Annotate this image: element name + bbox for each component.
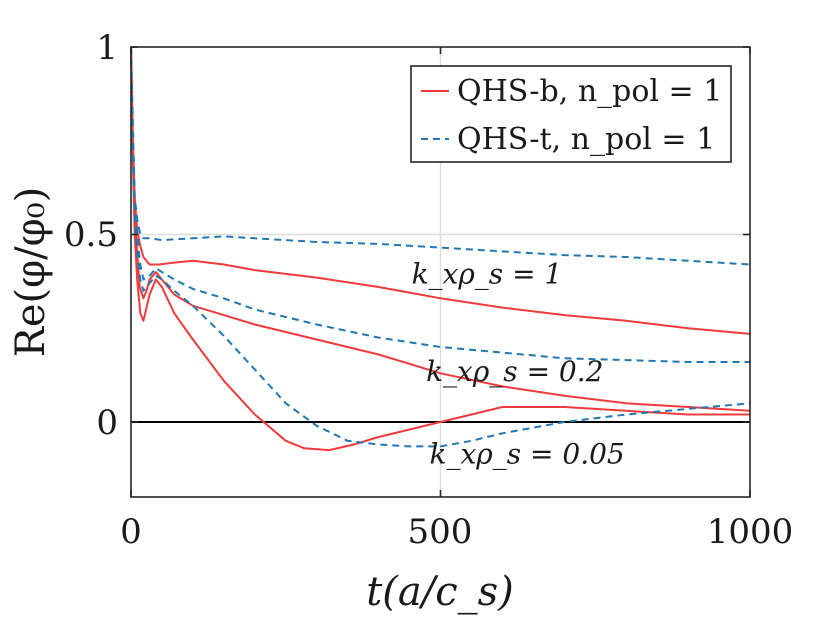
y-tick-label-0: 0 xyxy=(96,403,118,443)
annotation-kx-0.05: k_xρ_s = 0.05 xyxy=(430,437,625,470)
legend: QHS-b, n_pol = 1 QHS-t, n_pol = 1 xyxy=(410,65,732,163)
series-line-1 xyxy=(130,46,751,412)
series-line-2 xyxy=(130,46,750,452)
x-axis-label: t(a/c_s) xyxy=(366,569,514,615)
legend-label-qhs-t: QHS-t, n_pol = 1 xyxy=(457,122,715,157)
legend-box xyxy=(410,65,732,163)
series-line-3 xyxy=(130,46,751,266)
y-tick-label-1: 0.5 xyxy=(64,215,118,255)
annotation-kx-0.2: k_xρ_s = 0.2 xyxy=(426,355,603,388)
annotation-kx-1: k_xρ_s = 1 xyxy=(412,257,563,290)
x-tick-label-1: 500 xyxy=(408,512,473,552)
axis-ticks xyxy=(130,46,751,497)
legend-label-qhs-b: QHS-b, n_pol = 1 xyxy=(457,74,722,109)
series-lines xyxy=(130,46,751,452)
series-line-4 xyxy=(130,46,750,363)
y-axis-label: Re(φ/φ₀) xyxy=(8,187,54,358)
series-line-5 xyxy=(130,46,751,448)
y-tick-label-2: 1 xyxy=(96,28,118,68)
x-tick-label-2: 1000 xyxy=(707,512,794,552)
x-tick-label-0: 0 xyxy=(120,512,142,552)
